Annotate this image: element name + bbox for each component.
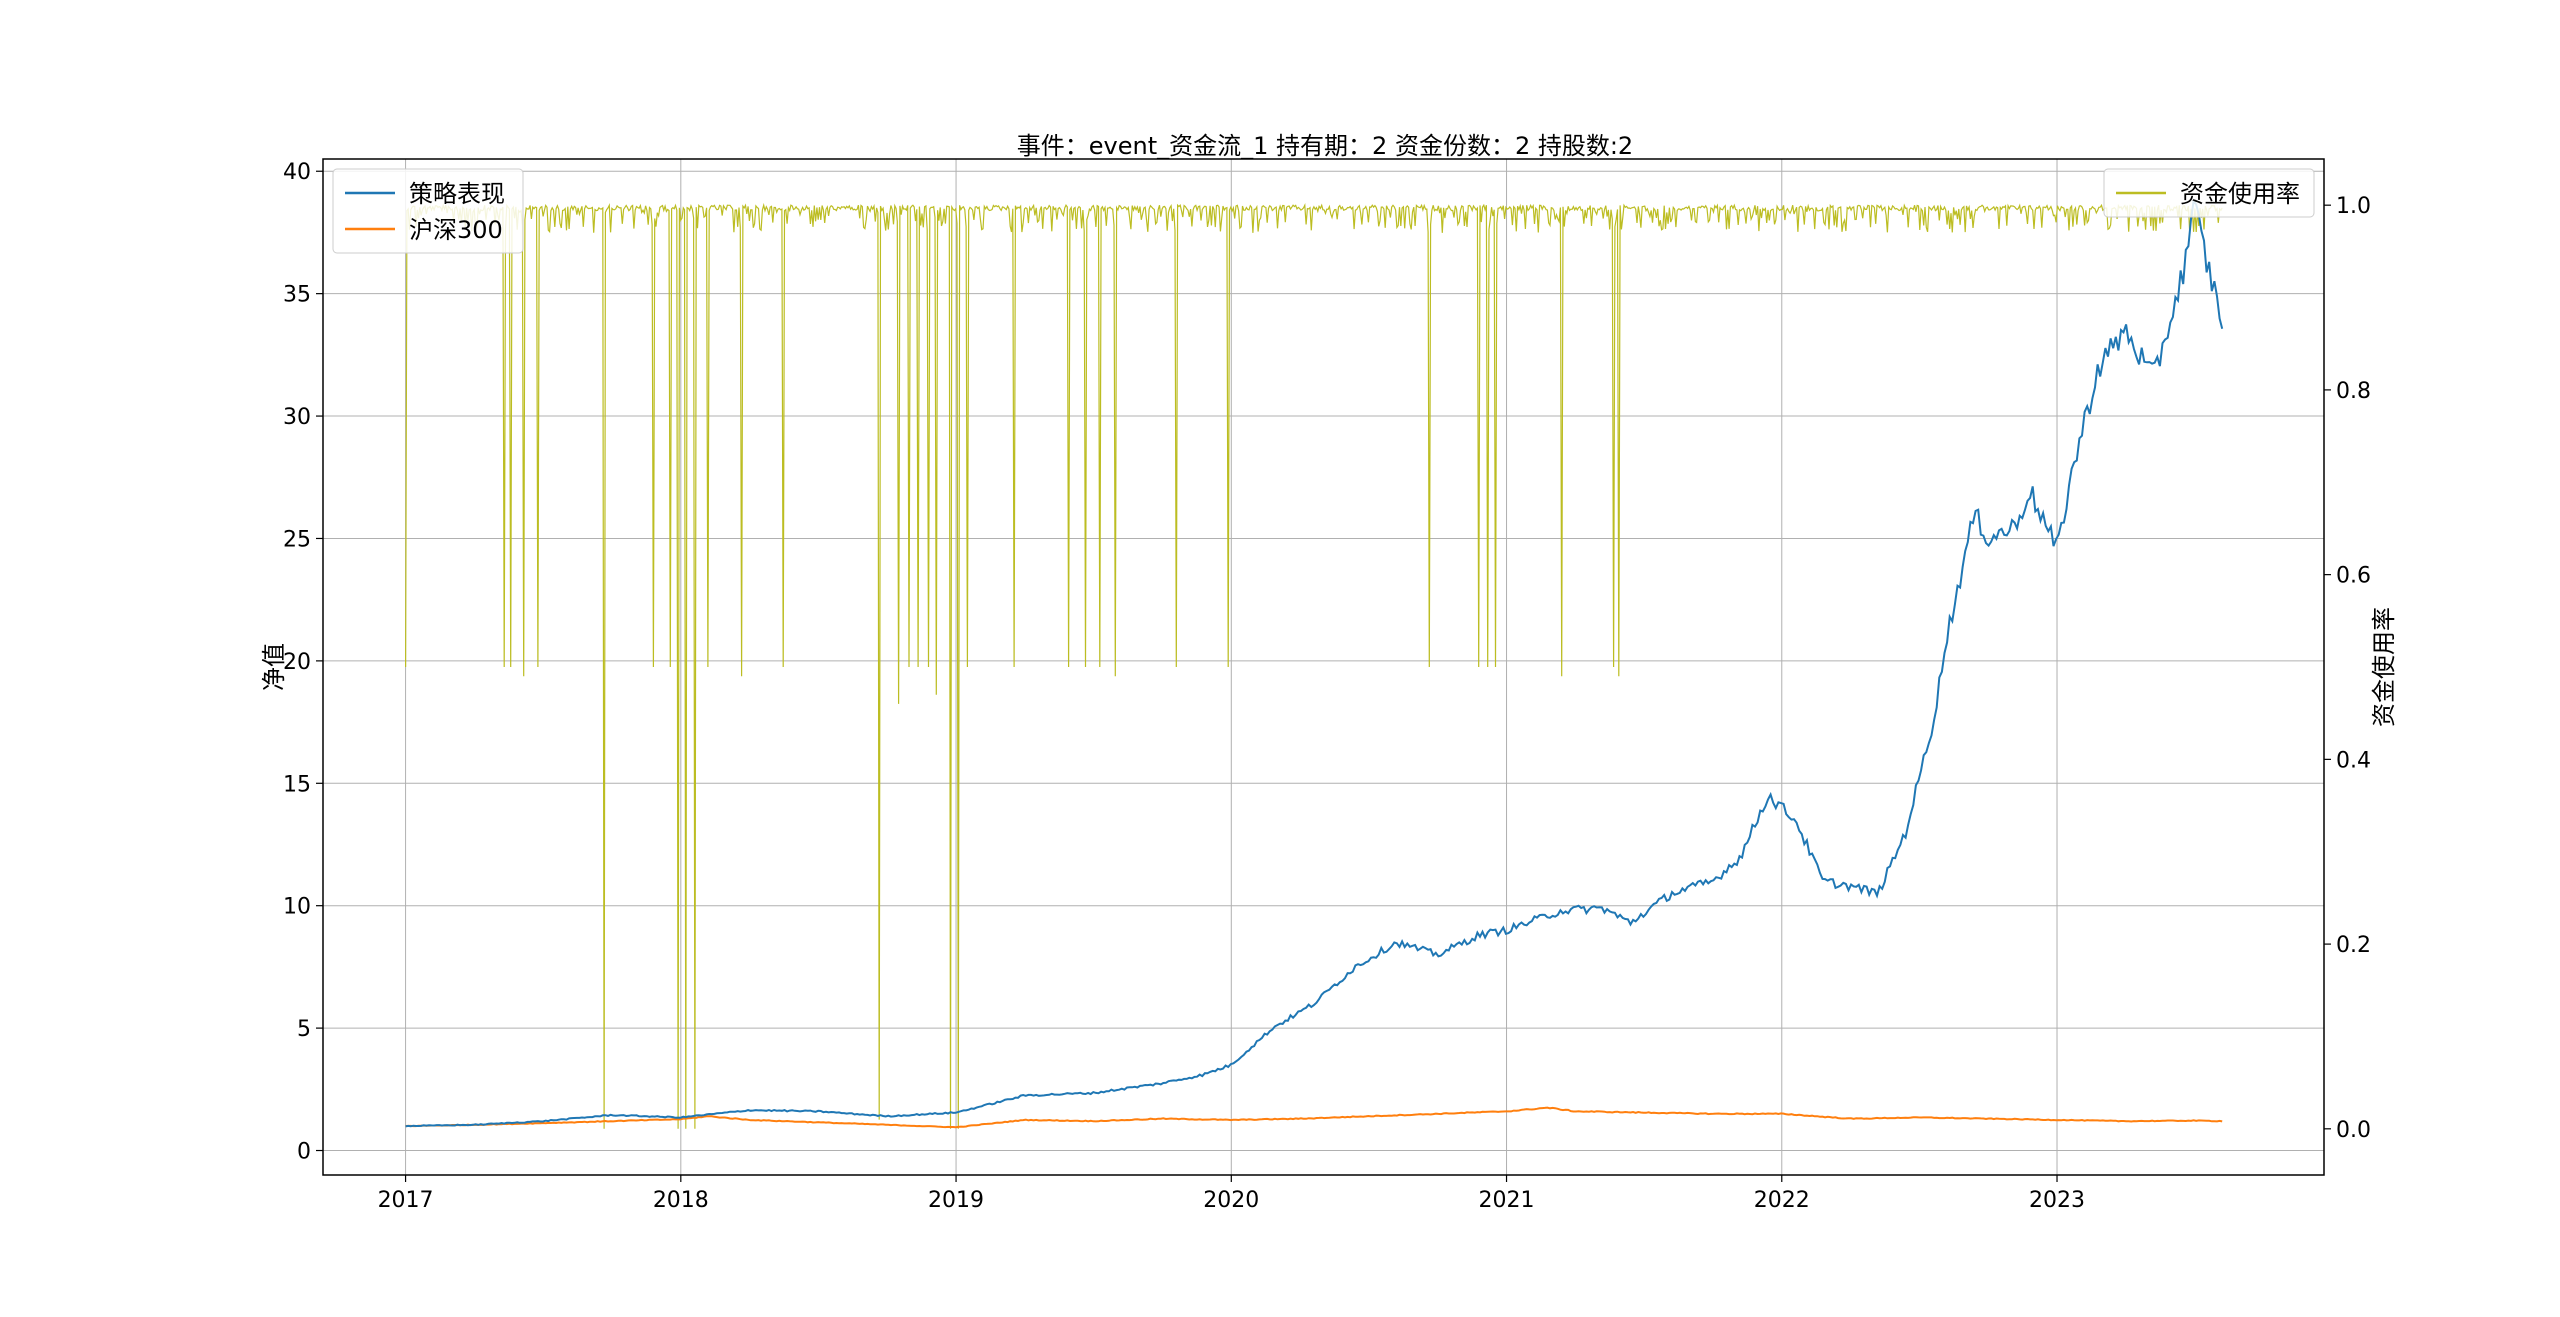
y2-tick-label: 0.6 xyxy=(2336,564,2371,589)
x-tick-label: 2019 xyxy=(928,1188,984,1213)
y-tick-label: 20 xyxy=(283,650,311,675)
strategy-series xyxy=(405,198,2224,1128)
y-tick-label: 5 xyxy=(297,1017,311,1042)
x-tick-label: 2020 xyxy=(1203,1188,1259,1213)
legend-right-entry-label: 资金使用率 xyxy=(2180,180,2300,208)
y2-tick-label: 0.0 xyxy=(2336,1118,2371,1143)
y2-tick-label: 1.0 xyxy=(2336,194,2371,219)
capital-usage-line xyxy=(405,202,2223,1129)
y-tick-label: 40 xyxy=(283,160,311,185)
plot-frame xyxy=(322,158,2325,1176)
y2-axis-label: 资金使用率 xyxy=(2370,607,2398,727)
x-tick-label: 2017 xyxy=(378,1188,434,1213)
y-axis-right: 0.0 0.2 0.4 0.6 0.8 1.0 xyxy=(2324,194,2371,1143)
capital-usage-series xyxy=(405,202,2223,1129)
legend-right: 资金使用率 xyxy=(2103,168,2315,218)
x-tick-label: 2021 xyxy=(1479,1188,1535,1213)
x-tick-label: 2023 xyxy=(2029,1188,2085,1213)
y-axis-left: 0 5 10 15 20 25 30 35 40 xyxy=(283,160,323,1165)
y-tick-label: 30 xyxy=(283,405,311,430)
legend-left-entry-label: 沪深300 xyxy=(409,216,503,244)
y2-tick-label: 0.8 xyxy=(2336,379,2371,404)
y-tick-label: 10 xyxy=(283,895,311,920)
x-tick-label: 2018 xyxy=(653,1188,709,1213)
grid xyxy=(323,159,2324,1175)
strategy-line xyxy=(405,198,2224,1128)
legend-left-entry-frame xyxy=(332,168,524,254)
x-axis: 2017 2018 2019 2020 2021 2022 2023 xyxy=(378,1175,2085,1213)
x-tick-label: 2022 xyxy=(1754,1188,1810,1213)
y-tick-label: 15 xyxy=(283,772,311,797)
legend-right-entry-frame xyxy=(2103,168,2315,218)
y-tick-label: 25 xyxy=(283,527,311,552)
hs300-line xyxy=(405,1106,2223,1129)
legend-left-entry-label: 策略表现 xyxy=(409,180,505,208)
y-axis-label: 净值 xyxy=(260,643,288,691)
y-tick-label: 0 xyxy=(297,1140,311,1165)
hs300-series xyxy=(405,1106,2223,1129)
y2-tick-label: 0.2 xyxy=(2336,933,2371,958)
chart-title: 事件：event_资金流_1 持有期：2 资金份数：2 持股数:2 xyxy=(1017,132,1633,160)
y2-tick-label: 0.4 xyxy=(2336,748,2371,773)
y-tick-label: 35 xyxy=(283,283,311,308)
